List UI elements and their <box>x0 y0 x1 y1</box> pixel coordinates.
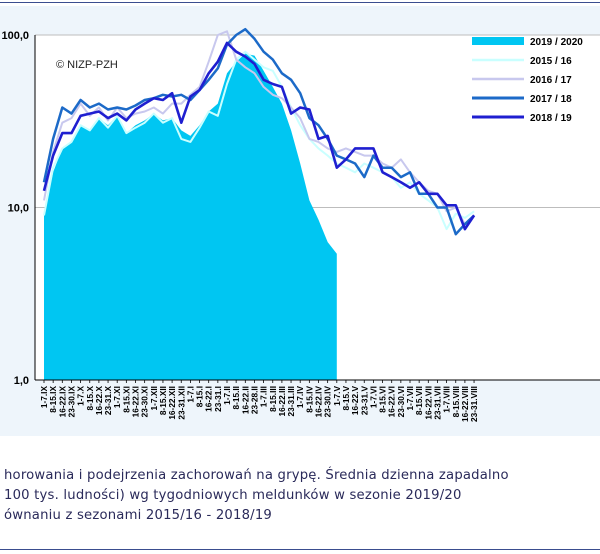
x-tick-label-16: 1-7.I <box>185 386 195 403</box>
x-tick-label-46: 16-22.VIII <box>460 386 470 422</box>
x-tick-label-30: 16-22.IV <box>314 386 324 418</box>
x-tick-label-41: 8-15.VII <box>414 386 424 415</box>
series-line-2 <box>43 30 475 226</box>
x-tick-label-7: 23-31.X <box>103 386 113 416</box>
x-tick-label-43: 23-31.VII <box>432 386 442 420</box>
x-tick-label-39: 23-30.VI <box>396 386 406 417</box>
caption-line-1: horowania i podejrzenia zachorowań na gr… <box>4 468 509 483</box>
x-tick-label-47: 23-31.VIII <box>469 386 479 422</box>
x-tick-label-37: 8-15.VI <box>378 386 388 413</box>
x-tick-label-9: 8-15.XI <box>121 386 131 413</box>
legend-label-1: 2015 / 16 <box>530 56 572 67</box>
figure-caption: horowania i podejrzenia zachorowań na gr… <box>4 466 600 526</box>
y-axis-ticks: 100,0 10,0 1,0 <box>1 30 29 387</box>
series-line-3 <box>42 27 475 236</box>
x-tick-label-28: 1-7.IV <box>295 386 305 409</box>
x-tick-label-13: 8-15.XII <box>158 386 168 415</box>
x-tick-label-27: 23-31.III <box>286 386 296 416</box>
legend-label-4: 2018 / 19 <box>530 113 572 124</box>
x-tick-label-36: 1-7.VI <box>368 386 378 408</box>
caption-line-3: ównaniu z sezonami 2015/16 - 2018/19 <box>4 508 273 523</box>
x-tick-label-22: 16-22.II <box>240 386 250 414</box>
x-tick-label-5: 8-15.X <box>85 386 95 411</box>
x-tick-label-15: 23-31.XII <box>176 386 186 420</box>
x-tick-label-31: 23-30.IV <box>323 386 333 418</box>
x-tick-label-4: 1-7.X <box>76 386 86 406</box>
series-line-1 <box>43 50 475 231</box>
legend-item-0: 2019 / 2020 <box>472 37 583 48</box>
x-tick-label-0: 1-7.IX <box>39 386 49 409</box>
chart-line-layer <box>42 27 476 236</box>
x-tick-label-17: 8-15.I <box>195 386 205 407</box>
x-tick-label-8: 1-7.XI <box>112 386 122 408</box>
x-tick-label-11: 23-30.XI <box>140 386 150 417</box>
watermark: © NIZP-PZH <box>56 59 118 71</box>
caption-line-2: 100 tys. ludności) wg tygodniowych meldu… <box>4 488 462 503</box>
x-tick-label-18: 16-22.I <box>204 386 214 412</box>
y-tick-label-1: 10,0 <box>8 203 29 215</box>
chart-legend: 2019 / 2020 2015 / 16 2016 / 17 2017 / 18 20… <box>472 37 583 124</box>
top-divider <box>0 2 600 3</box>
series-line-4 <box>42 41 476 231</box>
x-tick-label-44: 1-7.VIII <box>442 386 452 413</box>
x-tick-label-12: 1-7.XII <box>149 386 159 410</box>
x-tick-label-14: 16-22.XII <box>167 386 177 420</box>
legend-item-3: 2017 / 18 <box>472 94 572 105</box>
x-tick-label-45: 8-15.VIII <box>451 386 461 417</box>
x-tick-label-10: 16-22.XI <box>131 386 141 417</box>
x-tick-label-40: 1-7.VII <box>405 386 415 410</box>
x-tick-label-23: 23-28.II <box>249 386 259 414</box>
y-tick-label-2: 1,0 <box>14 375 29 387</box>
x-axis-ticks: 1-7.IX 8-15.IX 16-22.IX 23-30.IX 1-7.X 8-15.X… <box>39 380 479 422</box>
x-tick-label-3: 23-30.IX <box>66 386 76 418</box>
series-area-0 <box>44 53 337 380</box>
chart-axes <box>34 35 600 381</box>
x-tick-label-38: 16-22.VI <box>387 386 397 417</box>
x-tick-label-25: 8-15.III <box>268 386 278 412</box>
x-tick-label-6: 16-22.X <box>94 386 104 416</box>
legend-swatch-0 <box>472 37 524 45</box>
x-tick-label-33: 8-15.V <box>341 386 351 411</box>
x-tick-label-26: 16-22.III <box>277 386 287 416</box>
x-tick-label-29: 8-15.IV <box>304 386 314 413</box>
x-tick-label-42: 16-22.VII <box>423 386 433 420</box>
legend-label-2: 2016 / 17 <box>530 75 572 86</box>
legend-item-1: 2015 / 16 <box>472 56 572 67</box>
x-tick-label-2: 16-22.IX <box>57 386 67 418</box>
x-tick-label-34: 16-22.V <box>350 386 360 416</box>
x-tick-label-21: 8-15.II <box>231 386 241 410</box>
y-tick-label-0: 100,0 <box>1 30 29 42</box>
x-tick-label-1: 8-15.IX <box>48 386 58 413</box>
x-tick-label-19: 23-31.I <box>213 386 223 412</box>
x-tick-label-32: 1-7.V <box>332 386 342 406</box>
legend-item-4: 2018 / 19 <box>472 113 572 124</box>
x-tick-label-35: 23-31.V <box>359 386 369 416</box>
x-tick-label-24: 1-7.III <box>259 386 269 407</box>
legend-label-3: 2017 / 18 <box>530 94 572 105</box>
chart-panel: 100,0 10,0 1,0 1-7.IX 8-15.IX 16-22.IX 23-30.… <box>0 6 600 436</box>
legend-item-2: 2016 / 17 <box>472 75 572 86</box>
influenza-chart: 100,010,01,0 1-7.IX 8-15.IX 16-22.IX 23-30.… <box>1 27 600 422</box>
legend-label-0: 2019 / 2020 <box>530 37 583 48</box>
chart-area-layer <box>44 53 337 380</box>
bottom-divider <box>0 549 600 550</box>
x-tick-label-20: 1-7.II <box>222 386 232 405</box>
